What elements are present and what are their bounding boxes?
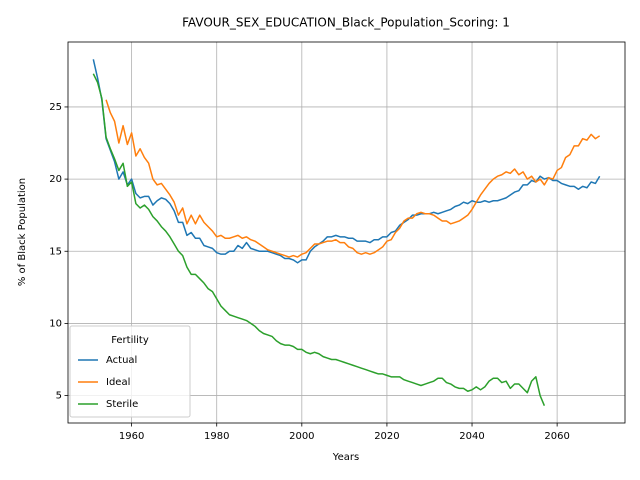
y-tick-label: 5 <box>56 391 62 402</box>
x-axis-label: Years <box>332 452 359 463</box>
x-tick-label: 2040 <box>459 431 484 442</box>
legend-title: Fertility <box>111 335 149 346</box>
x-tick-label: 1960 <box>119 431 144 442</box>
line <box>92 73 546 406</box>
line <box>92 59 601 264</box>
y-axis-label: % of Black Population <box>17 178 28 286</box>
legend-box <box>69 325 191 418</box>
plot-frame <box>67 41 626 424</box>
y-tick-label: 15 <box>49 246 62 257</box>
y-tick-label: 10 <box>49 318 62 329</box>
legend-label: Actual <box>106 355 137 366</box>
x-tick-label: 2000 <box>289 431 314 442</box>
x-tick-label: 2060 <box>544 431 569 442</box>
line <box>105 99 601 258</box>
legend-label: Ideal <box>106 377 130 388</box>
chart-title: FAVOUR_SEX_EDUCATION_Black_Population_Sc… <box>182 16 510 30</box>
legend-label: Sterile <box>106 399 138 410</box>
x-tick-label: 1980 <box>204 431 229 442</box>
y-tick-label: 20 <box>49 174 62 185</box>
x-tick-label: 2020 <box>374 431 399 442</box>
y-tick-label: 25 <box>49 102 62 113</box>
